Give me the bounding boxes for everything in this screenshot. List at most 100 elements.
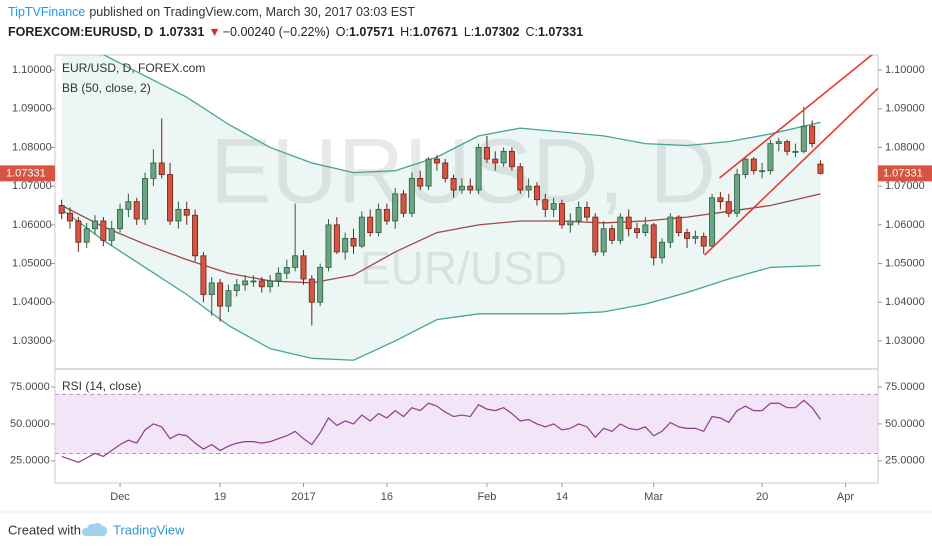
candle-body	[492, 158, 499, 164]
candle-body	[175, 208, 182, 222]
price: 1.07331	[159, 25, 204, 39]
x-tick-label: 16	[381, 491, 393, 503]
candle-body	[267, 280, 274, 288]
candle-body	[275, 272, 282, 282]
candle-body	[67, 212, 73, 222]
candle-body	[584, 207, 590, 218]
rsi-label: RSI (14, close)	[62, 379, 141, 393]
author[interactable]: TipTVFinance	[8, 5, 85, 19]
price-tag	[0, 165, 55, 182]
x-tick-label: Dec	[110, 491, 130, 503]
x-tick-label: Mar	[644, 491, 663, 503]
candle-body	[675, 216, 682, 233]
candle-body	[609, 228, 615, 241]
candle-body	[600, 228, 607, 253]
candle-body	[350, 237, 357, 247]
x-tick-label: Apr	[837, 491, 854, 503]
y-tick-label: 1.07000	[885, 180, 925, 192]
bb-fill	[61, 55, 821, 361]
candle-body	[133, 201, 140, 220]
y-tick-label: 1.10000	[12, 64, 52, 76]
candle-body	[233, 284, 240, 292]
y-tick-label: 1.09000	[885, 103, 925, 115]
watermark-sub: EUR/USD	[360, 242, 567, 294]
candle-body	[258, 280, 265, 288]
candle-body	[242, 280, 249, 286]
rsi-pane	[55, 393, 878, 463]
candle-body	[542, 199, 549, 210]
candle-body	[483, 147, 490, 160]
ohlc-label: O:	[336, 25, 349, 39]
indicator-label: BB (50, close, 2)	[62, 81, 151, 95]
candle-body	[400, 193, 407, 214]
y-tick-label: 1.04000	[885, 296, 925, 308]
candle-body	[325, 224, 332, 268]
bb-middle	[61, 193, 821, 284]
candle-body	[659, 241, 666, 259]
brand[interactable]: TradingView	[113, 522, 185, 537]
candle-body	[83, 228, 90, 243]
candle-body	[642, 224, 649, 233]
ohlc-label: L:	[464, 25, 474, 39]
candle-body	[117, 208, 124, 230]
down-arrow: ▼	[208, 25, 220, 39]
candle-body	[100, 220, 107, 241]
rsi-tick-label: 50.0000	[885, 418, 925, 430]
rsi-tick-label: 25.0000	[10, 455, 50, 467]
candle-body	[417, 178, 424, 187]
candle-body	[558, 203, 565, 226]
candle-body	[734, 174, 741, 214]
candle-body	[125, 201, 132, 210]
candle-body	[525, 185, 532, 191]
rsi-tick-label: 75.0000	[885, 381, 925, 393]
header-line: TipTVFinance published on TradingView.com…	[8, 5, 415, 19]
candle-body	[250, 280, 257, 283]
ohlc-value: 1.07571	[349, 25, 394, 39]
y-tick-label: 1.06000	[12, 219, 52, 231]
candle-body	[383, 208, 390, 222]
x-tick-label: Feb	[477, 491, 496, 503]
candle-body	[367, 216, 374, 233]
x-tick-label: 14	[556, 491, 568, 503]
y-tick-label: 1.08000	[12, 141, 52, 153]
plot-frame	[54, 54, 879, 484]
legend: EUR/USD, D, FOREX.com	[62, 61, 205, 75]
x-tick-label: 20	[756, 491, 768, 503]
candle-body	[809, 125, 816, 144]
candle-body	[467, 185, 474, 191]
symbol: FOREXCOM:EURUSD, D	[8, 25, 153, 39]
candle-body	[667, 216, 674, 243]
rsi-tick-label: 50.0000	[10, 418, 50, 430]
trendline	[719, 55, 874, 179]
watermark: EURUSD, D	[210, 120, 716, 222]
candle-body	[300, 255, 307, 280]
candle-body	[750, 158, 757, 172]
candle-body	[425, 158, 432, 187]
rsi-band	[55, 394, 878, 454]
candle-body	[692, 236, 699, 239]
rsi-tick-label: 75.0000	[10, 381, 50, 393]
candle-body	[650, 224, 657, 259]
candle-body	[217, 282, 224, 307]
published: published on TradingView.com, March 30, …	[89, 5, 415, 19]
candle-body	[700, 236, 707, 247]
candle-body	[358, 216, 365, 247]
candle-body	[550, 203, 557, 210]
y-tick-label: 1.07000	[12, 180, 52, 192]
candle-body	[342, 237, 349, 253]
rsi-tick-label: 25.0000	[885, 455, 925, 467]
candle-body	[167, 174, 174, 222]
candle-body	[433, 158, 440, 164]
change: −0.00240 (−0.22%)	[223, 25, 330, 39]
candle-body	[617, 216, 624, 241]
candle-body	[767, 143, 774, 172]
ohlc-value: 1.07331	[538, 25, 583, 39]
y-tick-label: 1.03000	[12, 335, 52, 347]
candle-body	[709, 197, 716, 247]
candle-body	[800, 125, 807, 152]
ohlc-value: 1.07302	[474, 25, 519, 39]
candle-body	[592, 216, 599, 253]
candle-body	[784, 141, 791, 152]
candle-body	[792, 150, 799, 153]
